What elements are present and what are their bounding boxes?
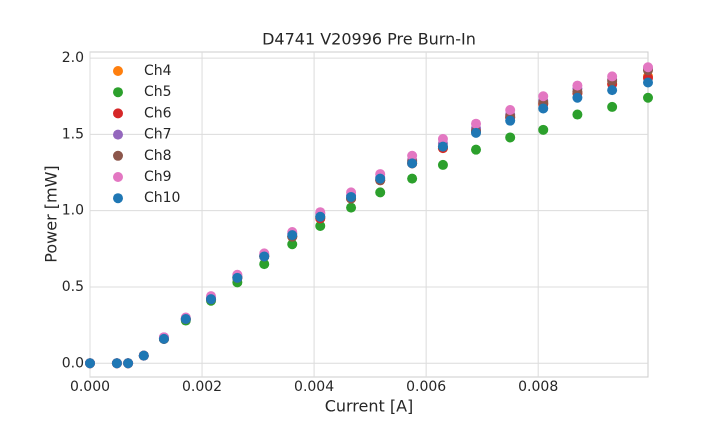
point (607, 71, 618, 82)
point (407, 158, 418, 169)
legend-marker (113, 193, 123, 204)
point (315, 211, 326, 222)
x-axis-label: Current [A] (325, 397, 414, 416)
chart-title: D4741 V20996 Pre Burn-In (262, 30, 476, 49)
point (346, 191, 357, 202)
point (471, 118, 482, 129)
legend-label: Ch5 (144, 84, 172, 100)
legend-label: Ch4 (144, 63, 172, 79)
legend-label: Ch7 (144, 127, 172, 143)
legend-marker (113, 108, 123, 119)
point (287, 230, 298, 241)
point (572, 109, 583, 120)
y-tick-label: 0.5 (62, 279, 84, 295)
point (407, 150, 418, 161)
point (158, 333, 169, 344)
legend-marker (113, 150, 123, 161)
point (505, 132, 516, 143)
legend-label: Ch10 (144, 190, 180, 206)
point (437, 159, 448, 170)
x-tick-label: 0.000 (70, 379, 110, 395)
point (471, 144, 482, 155)
y-tick-label: 1.5 (62, 126, 84, 142)
x-tick-label: 0.006 (406, 379, 446, 395)
point (206, 294, 217, 305)
point (111, 358, 122, 369)
x-tick-label: 0.004 (294, 379, 334, 395)
point (643, 92, 653, 103)
point (437, 133, 448, 144)
plot-area (89, 51, 649, 378)
point (180, 314, 191, 325)
point (643, 77, 653, 88)
y-tick-label: 1.0 (62, 203, 84, 219)
point (572, 92, 583, 103)
point (123, 358, 134, 369)
point (138, 350, 149, 361)
legend-marker (113, 129, 123, 140)
legend-marker (113, 66, 123, 76)
legend-label: Ch8 (144, 148, 172, 164)
point (471, 127, 482, 138)
point (85, 358, 95, 369)
point (232, 272, 243, 283)
point (259, 251, 270, 262)
point (407, 173, 418, 184)
point (505, 104, 516, 115)
point (346, 202, 357, 213)
x-tick-label: 0.002 (182, 379, 222, 395)
point (287, 239, 298, 250)
x-tick-label: 0.008 (518, 379, 558, 395)
point (505, 115, 516, 126)
point (437, 141, 448, 152)
point (538, 91, 549, 102)
point (375, 187, 386, 198)
point (607, 101, 618, 112)
point (538, 124, 549, 135)
legend-marker (113, 87, 123, 98)
y-tick-label: 0.0 (62, 355, 84, 371)
point (315, 220, 326, 231)
point (607, 85, 618, 96)
point (572, 80, 583, 91)
y-axis-label: Power [mW] (42, 165, 61, 262)
point (375, 173, 386, 184)
legend-label: Ch6 (144, 105, 172, 121)
legend-label: Ch9 (144, 169, 172, 185)
legend-marker (113, 172, 123, 182)
y-tick-label: 2.0 (62, 50, 84, 66)
point (643, 62, 653, 73)
point (259, 259, 270, 270)
point (538, 103, 549, 114)
